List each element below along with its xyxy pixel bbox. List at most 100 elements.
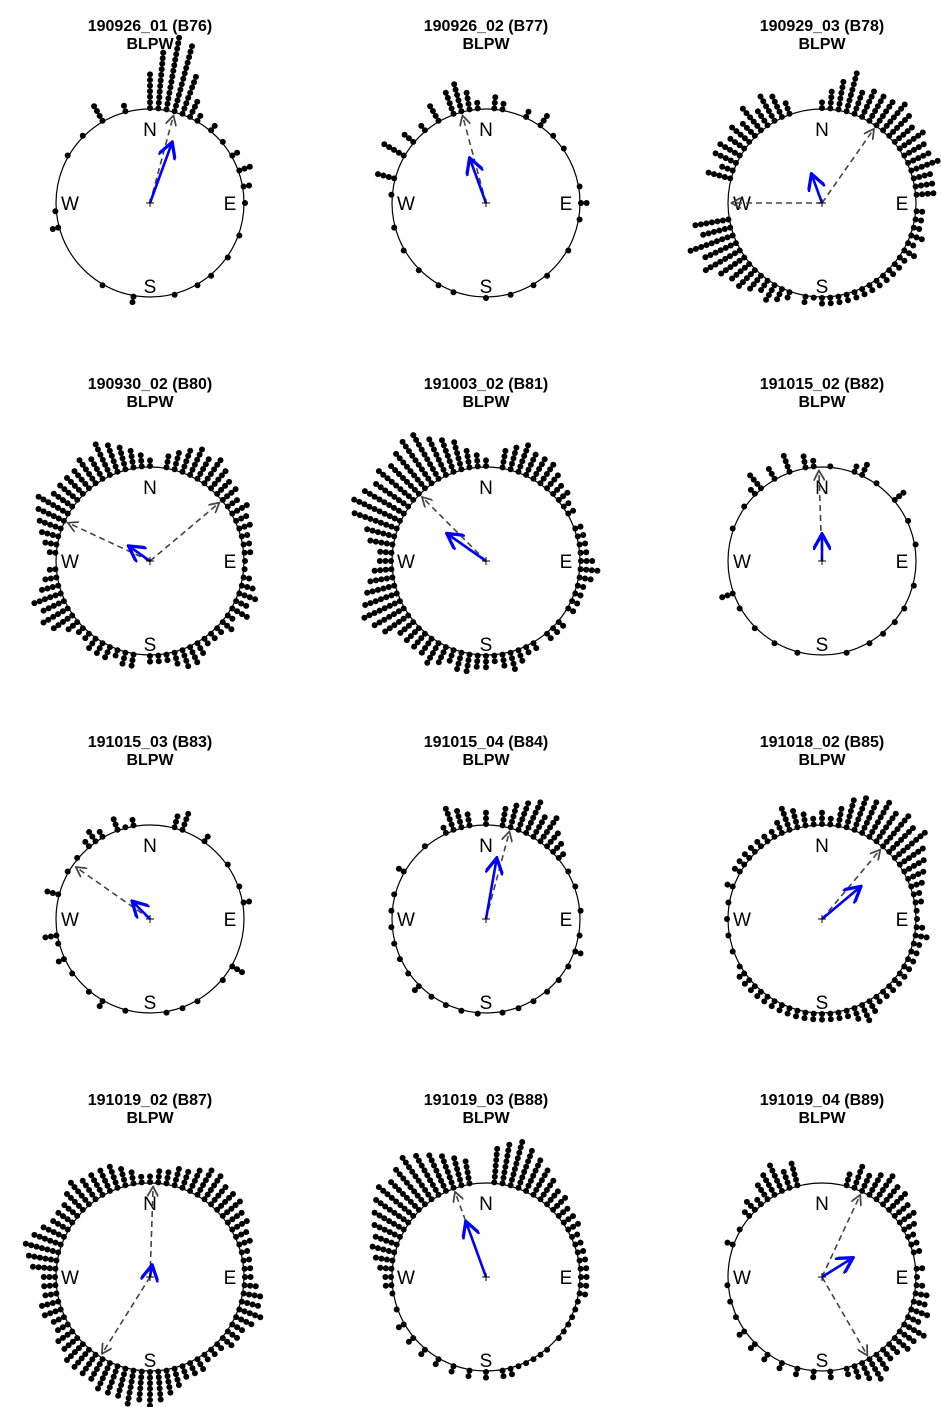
observation-dot (119, 660, 126, 667)
observation-dot (583, 549, 590, 556)
observation-dot (458, 649, 465, 656)
observation-dot (75, 1188, 82, 1195)
observation-dot (880, 809, 887, 816)
observation-dot (438, 1177, 445, 1184)
observation-dot (191, 103, 198, 110)
observation-dot (93, 1366, 100, 1372)
observation-dot (403, 637, 410, 644)
observation-dot (367, 515, 374, 522)
observation-dot (896, 254, 903, 261)
observation-dot (859, 805, 866, 812)
observation-dot (412, 457, 419, 464)
observation-dot (96, 112, 103, 119)
observation-dot (876, 282, 883, 289)
center-marker (818, 1273, 826, 1281)
observation-dot (750, 281, 757, 288)
observation-dot (177, 86, 184, 93)
observation-dot (802, 293, 809, 300)
compass-label-w: W (397, 552, 415, 573)
observation-dot (234, 966, 241, 973)
observation-dot (890, 114, 897, 121)
observation-dot (377, 1200, 384, 1207)
observation-dot (137, 1385, 144, 1392)
mean-vector-arrow (470, 159, 488, 204)
observation-dot (156, 1379, 163, 1386)
observation-dot (88, 1375, 95, 1382)
observation-dot (378, 576, 385, 583)
observation-dot (75, 472, 82, 479)
observation-dot (424, 456, 431, 463)
observation-dot (908, 124, 915, 131)
observation-dot (538, 461, 545, 468)
observation-dot (57, 482, 64, 489)
observation-dot (194, 456, 201, 463)
observation-dot (493, 1151, 500, 1158)
observation-dot (428, 993, 435, 1000)
observation-dot (896, 1209, 903, 1216)
observation-dot (130, 822, 137, 829)
observation-dot (511, 666, 518, 672)
observation-dot (112, 652, 119, 659)
observation-dot (555, 1212, 562, 1219)
observation-dot (85, 630, 92, 637)
observation-dot (504, 1152, 511, 1159)
observation-dot (575, 1220, 581, 1227)
observation-dot (729, 590, 736, 597)
observation-dot (356, 512, 363, 519)
observation-dot (241, 549, 248, 556)
observation-dot (786, 110, 793, 117)
observation-dot (431, 446, 437, 453)
observation-dot (165, 1378, 172, 1385)
observation-dot (583, 200, 590, 206)
observation-dot (95, 446, 101, 453)
observation-dot (837, 95, 844, 102)
observation-dot (383, 1256, 390, 1263)
observation-dot (776, 108, 783, 115)
observation-dot (541, 814, 548, 821)
observation-dot (905, 1233, 912, 1240)
observation-dot (516, 1149, 523, 1156)
observation-dot (401, 489, 408, 496)
observation-dot (727, 224, 734, 231)
observation-dot (525, 800, 532, 807)
observation-dot (810, 294, 817, 301)
observation-dot (517, 821, 524, 828)
observation-dot (836, 100, 843, 107)
observation-dot (901, 142, 908, 149)
observation-dot (41, 519, 48, 526)
panel-title: 191003_02 (B81) (424, 376, 549, 393)
observation-dot (741, 980, 748, 987)
compass-label-e: E (224, 910, 237, 931)
observation-dot (396, 471, 402, 477)
observation-dot (181, 652, 188, 659)
observation-dot (537, 122, 544, 129)
observation-dot (843, 1007, 850, 1014)
observation-dot (572, 948, 579, 955)
observation-dot (446, 100, 453, 107)
observation-dot (189, 43, 195, 50)
compass-label-e: E (896, 552, 909, 573)
observation-dot (902, 117, 908, 123)
observation-dot (393, 1241, 400, 1248)
observation-dot (224, 622, 231, 629)
observation-dot (544, 485, 551, 492)
observation-dot (415, 461, 422, 468)
observation-dot (465, 657, 472, 664)
observation-dot (918, 217, 925, 224)
observation-dot (243, 613, 250, 620)
observation-dot (191, 654, 198, 661)
observation-dot (930, 190, 937, 197)
observation-dot (866, 1017, 873, 1024)
observation-dot (515, 826, 522, 833)
observation-dot (421, 1167, 428, 1174)
observation-dot (912, 216, 919, 223)
panel-title: 191015_03 (B83) (88, 734, 213, 751)
observation-dot (86, 471, 93, 477)
observation-dot (890, 271, 897, 278)
observation-dot (375, 171, 381, 178)
observation-dot (173, 460, 179, 467)
observation-dot (778, 829, 785, 836)
observation-dot (118, 450, 125, 456)
observation-dot (233, 517, 240, 524)
observation-dot (910, 1298, 917, 1305)
